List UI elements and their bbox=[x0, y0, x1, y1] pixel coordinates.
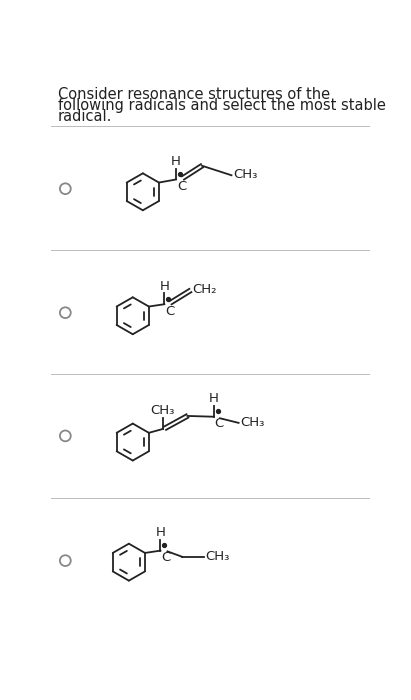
Text: CH₃: CH₃ bbox=[150, 405, 175, 417]
Text: CH₂: CH₂ bbox=[193, 284, 217, 296]
Text: H: H bbox=[171, 155, 181, 168]
Text: Consider resonance structures of the: Consider resonance structures of the bbox=[58, 87, 330, 102]
Text: radical.: radical. bbox=[58, 108, 112, 124]
Text: C: C bbox=[177, 180, 186, 193]
Text: C: C bbox=[215, 417, 224, 430]
Text: CH₃: CH₃ bbox=[240, 416, 265, 429]
Text: following radicals and select the most stable: following radicals and select the most s… bbox=[58, 98, 386, 113]
Text: H: H bbox=[155, 526, 165, 539]
Text: CH₃: CH₃ bbox=[233, 168, 257, 181]
Text: H: H bbox=[159, 280, 169, 293]
Text: CH₃: CH₃ bbox=[206, 550, 230, 564]
Text: H: H bbox=[209, 392, 219, 405]
Text: C: C bbox=[161, 552, 171, 564]
Text: C: C bbox=[165, 305, 174, 318]
